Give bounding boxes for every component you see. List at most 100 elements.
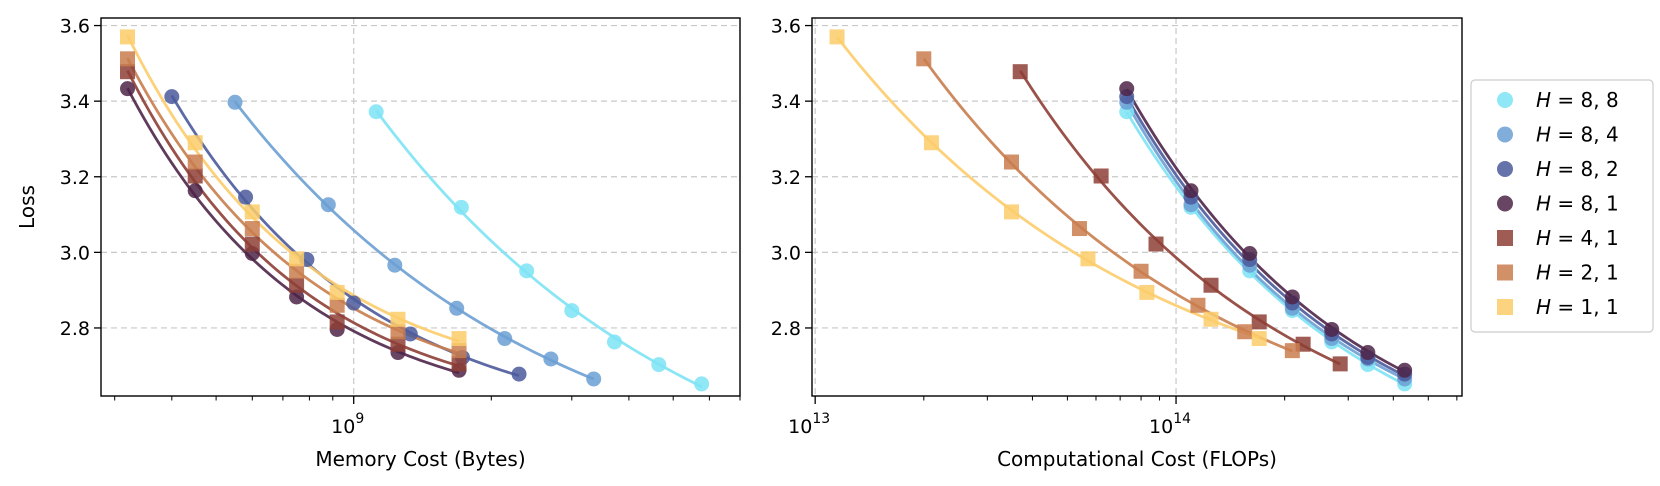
legend-marker — [1497, 264, 1513, 281]
legend-marker — [1497, 92, 1513, 108]
data-point — [916, 51, 932, 67]
data-point — [289, 263, 305, 279]
y-tick-label: 3.4 — [60, 91, 90, 113]
data-point — [607, 334, 623, 350]
data-point — [120, 64, 136, 80]
data-point — [451, 356, 467, 372]
data-point — [1251, 314, 1267, 330]
series-curve — [1125, 111, 1406, 386]
plot-area-frame — [100, 17, 741, 397]
data-point — [320, 197, 336, 213]
data-point — [187, 154, 203, 170]
data-point — [289, 289, 305, 305]
legend-label: H = 1, 1 — [1536, 295, 1619, 319]
plot-area-frame — [811, 17, 1463, 397]
data-point — [564, 303, 580, 319]
x-tick-label: 1013 — [788, 411, 830, 438]
data-point — [120, 51, 136, 67]
legend-label: H = 8, 2 — [1536, 157, 1619, 181]
data-point — [497, 331, 513, 347]
data-point — [1004, 204, 1020, 220]
plot-area-background — [101, 18, 740, 396]
data-point — [1004, 154, 1020, 170]
legend-marker — [1497, 161, 1513, 177]
data-point — [1203, 277, 1219, 293]
data-point — [329, 284, 345, 300]
data-point — [187, 183, 203, 199]
y-tick-label: 3.0 — [60, 242, 90, 264]
data-point — [1237, 324, 1253, 340]
memory-cost-panel: 2.8 3.0 3.2 3.4 3.6 109 Memory Cost (Bytes) L… — [15, 16, 741, 471]
y-tick-label: 3.4 — [771, 91, 801, 113]
x-axis-label: Computational Cost (FLOPs) — [997, 447, 1277, 471]
data-point — [187, 135, 203, 151]
legend-label: H = 8, 4 — [1536, 123, 1619, 147]
data-point — [923, 135, 939, 151]
data-point — [1360, 345, 1376, 361]
y-axis-label: Loss — [15, 185, 39, 229]
x-axis-label: Memory Cost (Bytes) — [315, 447, 525, 471]
legend-entry: H = 4, 1 — [1497, 226, 1619, 250]
data-point — [1133, 263, 1149, 279]
data-point — [402, 326, 418, 342]
legend-marker — [1497, 195, 1513, 212]
data-point — [1071, 221, 1087, 237]
data-point — [1324, 321, 1340, 337]
legend-marker — [1497, 126, 1513, 143]
y-tick-label: 3.6 — [771, 16, 801, 38]
data-point — [244, 204, 260, 220]
data-point — [449, 300, 465, 316]
data-point — [1148, 236, 1164, 252]
data-point — [451, 343, 467, 359]
data-point — [244, 221, 260, 237]
data-point — [451, 331, 467, 347]
legend-entry: H = 8, 2 — [1497, 157, 1619, 181]
y-tick-label: 2.8 — [60, 318, 90, 340]
data-point — [1093, 168, 1109, 184]
y-tick-label: 3.2 — [771, 167, 801, 189]
legend-label: H = 8, 1 — [1536, 192, 1619, 216]
legend-label: H = 2, 1 — [1536, 261, 1619, 285]
plot-area-background — [812, 18, 1462, 396]
data-point — [1242, 245, 1258, 261]
data-point — [238, 189, 254, 205]
data-point — [1332, 356, 1348, 372]
series-curve — [233, 100, 595, 381]
series-curve — [1019, 69, 1341, 366]
data-point — [368, 104, 384, 120]
legend-marker — [1497, 299, 1513, 315]
data-point — [244, 236, 260, 252]
data-point — [289, 251, 305, 267]
y-tick-label: 3.6 — [60, 16, 90, 38]
data-point — [694, 376, 710, 392]
legend-label: H = 8, 8 — [1536, 88, 1619, 112]
series-curve — [1125, 96, 1406, 377]
data-point — [1397, 362, 1413, 378]
data-point — [1139, 284, 1155, 300]
legend-marker — [1497, 230, 1513, 246]
data-point — [1190, 297, 1206, 313]
data-point — [1012, 64, 1028, 80]
y-tick-label: 3.2 — [60, 167, 90, 189]
data-point — [453, 199, 469, 215]
legend-entry: H = 8, 8 — [1497, 88, 1619, 112]
data-point — [346, 295, 362, 311]
data-point — [511, 366, 527, 382]
data-point — [289, 277, 305, 293]
computational-cost-panel: 2.8 3.0 3.2 3.4 3.6 1013 1014 Computational Co… — [771, 16, 1463, 471]
data-point — [329, 297, 345, 313]
data-point — [164, 89, 180, 105]
y-tick-label: 2.8 — [771, 318, 801, 340]
data-point — [829, 29, 845, 45]
x-tick-label: 109 — [331, 411, 364, 438]
legend-entry: H = 1, 1 — [1497, 295, 1619, 319]
data-point — [227, 94, 243, 110]
data-point — [651, 357, 667, 373]
data-point — [329, 314, 345, 330]
data-point — [543, 351, 559, 367]
legend-entry: H = 2, 1 — [1497, 261, 1619, 285]
series-curve — [1125, 102, 1406, 381]
data-point — [1183, 183, 1199, 199]
data-point — [519, 263, 535, 279]
x-tick-label: 1014 — [1149, 411, 1191, 438]
